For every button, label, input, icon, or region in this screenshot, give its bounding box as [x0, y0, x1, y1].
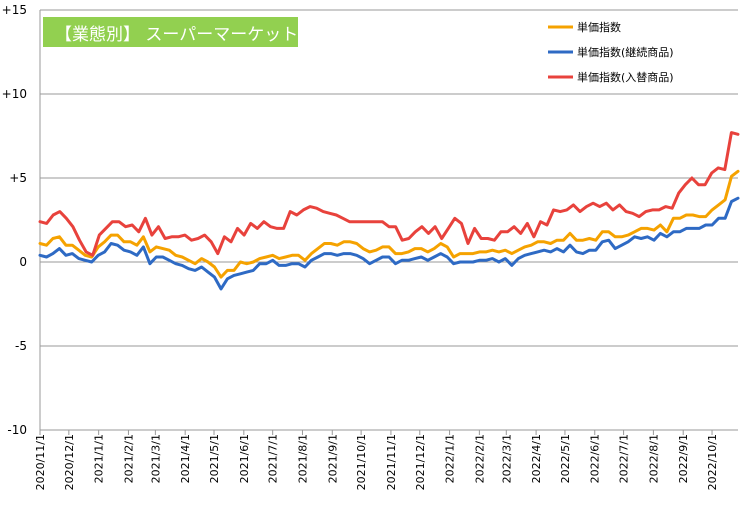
x-tick-label: 2021/7/1: [267, 434, 280, 483]
x-tick-label: 2022/8/1: [647, 434, 660, 483]
x-tick-label: 2022/6/1: [589, 434, 602, 483]
x-tick-label: 2022/1/1: [444, 434, 457, 483]
legend-label: 単価指数: [577, 20, 621, 34]
x-axis-ticks: 2020/11/1 2020/12/1 2021/1/1 2021/2/1 2021/3…: [34, 430, 719, 490]
x-tick-label: 2021/12/1: [414, 434, 427, 490]
series-line: [38, 196, 740, 291]
y-tick-label: -5: [15, 339, 27, 353]
x-tick-label: 2021/5/1: [208, 434, 221, 483]
gridlines: [39, 9, 738, 431]
x-tick-label: 2021/2/1: [122, 434, 135, 483]
x-tick-label: 2022/5/1: [559, 434, 572, 483]
x-tick-label: 2021/3/1: [149, 434, 162, 483]
y-tick-label: +5: [9, 171, 27, 185]
x-tick-label: 2021/6/1: [238, 434, 251, 483]
y-tick-label: -10: [7, 423, 27, 437]
x-tick-label: 2021/9/1: [326, 434, 339, 483]
chart-title: 【業態別】 スーパーマーケット: [55, 24, 299, 45]
x-tick-label: 2020/11/1: [34, 434, 47, 490]
x-tick-label: 2020/12/1: [63, 434, 76, 490]
x-tick-label: 2022/9/1: [677, 434, 690, 483]
series-line: [38, 169, 740, 279]
x-tick-label: 2021/4/1: [179, 434, 192, 483]
x-tick-label: 2022/7/1: [618, 434, 631, 483]
y-tick-label: +10: [2, 87, 27, 101]
y-tick-label: 0: [19, 255, 27, 269]
x-tick-label: 2021/8/1: [296, 434, 309, 483]
x-tick-label: 2021/1/1: [93, 434, 106, 483]
legend-label: 単価指数(継続商品): [577, 45, 674, 59]
x-tick-label: 2022/3/1: [500, 434, 513, 483]
x-tick-label: 2022/10/1: [706, 434, 719, 490]
series-line: [38, 131, 740, 257]
series-lines: [38, 131, 740, 291]
legend-label: 単価指数(入替商品): [577, 70, 674, 84]
chart-title-box: 【業態別】 スーパーマーケット: [43, 17, 298, 47]
x-tick-label: 2021/11/1: [385, 434, 398, 490]
x-tick-label: 2022/4/1: [530, 434, 543, 483]
x-tick-label: 2021/10/1: [355, 434, 368, 490]
x-tick-label: 2022/2/1: [473, 434, 486, 483]
y-axis-ticks: +15 +10 +5 0 -5 -10: [2, 3, 27, 437]
y-tick-label: +15: [2, 3, 27, 17]
